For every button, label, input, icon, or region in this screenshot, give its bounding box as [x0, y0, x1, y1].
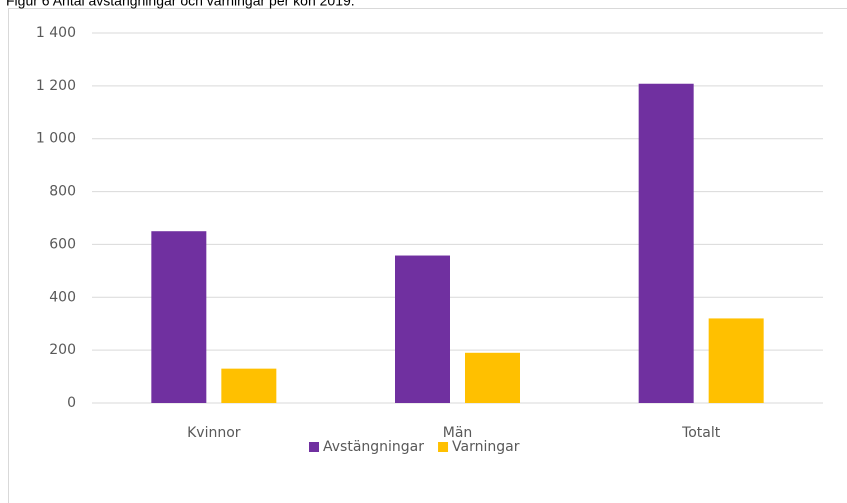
y-tick-label: 200	[49, 342, 76, 358]
chart-frame	[8, 8, 847, 503]
legend-swatch	[309, 442, 319, 452]
legend-swatch	[438, 442, 449, 452]
legend-label: Avstängningar	[323, 439, 424, 455]
y-tick-label: 600	[49, 236, 76, 252]
bar	[151, 231, 207, 403]
bar	[465, 352, 520, 403]
bar	[638, 83, 694, 403]
y-tick-label: 400	[49, 289, 76, 305]
x-tick-label: Män	[443, 425, 473, 441]
chart-title: Figur 6 Antal avstängningar och varninga…	[6, 0, 355, 9]
bar	[221, 368, 277, 403]
y-tick-label: 1 000	[36, 131, 76, 147]
y-tick-label: 800	[49, 184, 76, 200]
bar	[395, 255, 450, 403]
bar	[708, 318, 764, 403]
x-tick-label: Totalt	[681, 425, 721, 441]
y-tick-label: 0	[67, 395, 76, 411]
y-tick-label: 1 400	[36, 25, 76, 41]
legend-label: Varningar	[452, 439, 520, 455]
y-tick-label: 1 200	[36, 78, 76, 94]
x-tick-label: Kvinnor	[187, 425, 241, 441]
